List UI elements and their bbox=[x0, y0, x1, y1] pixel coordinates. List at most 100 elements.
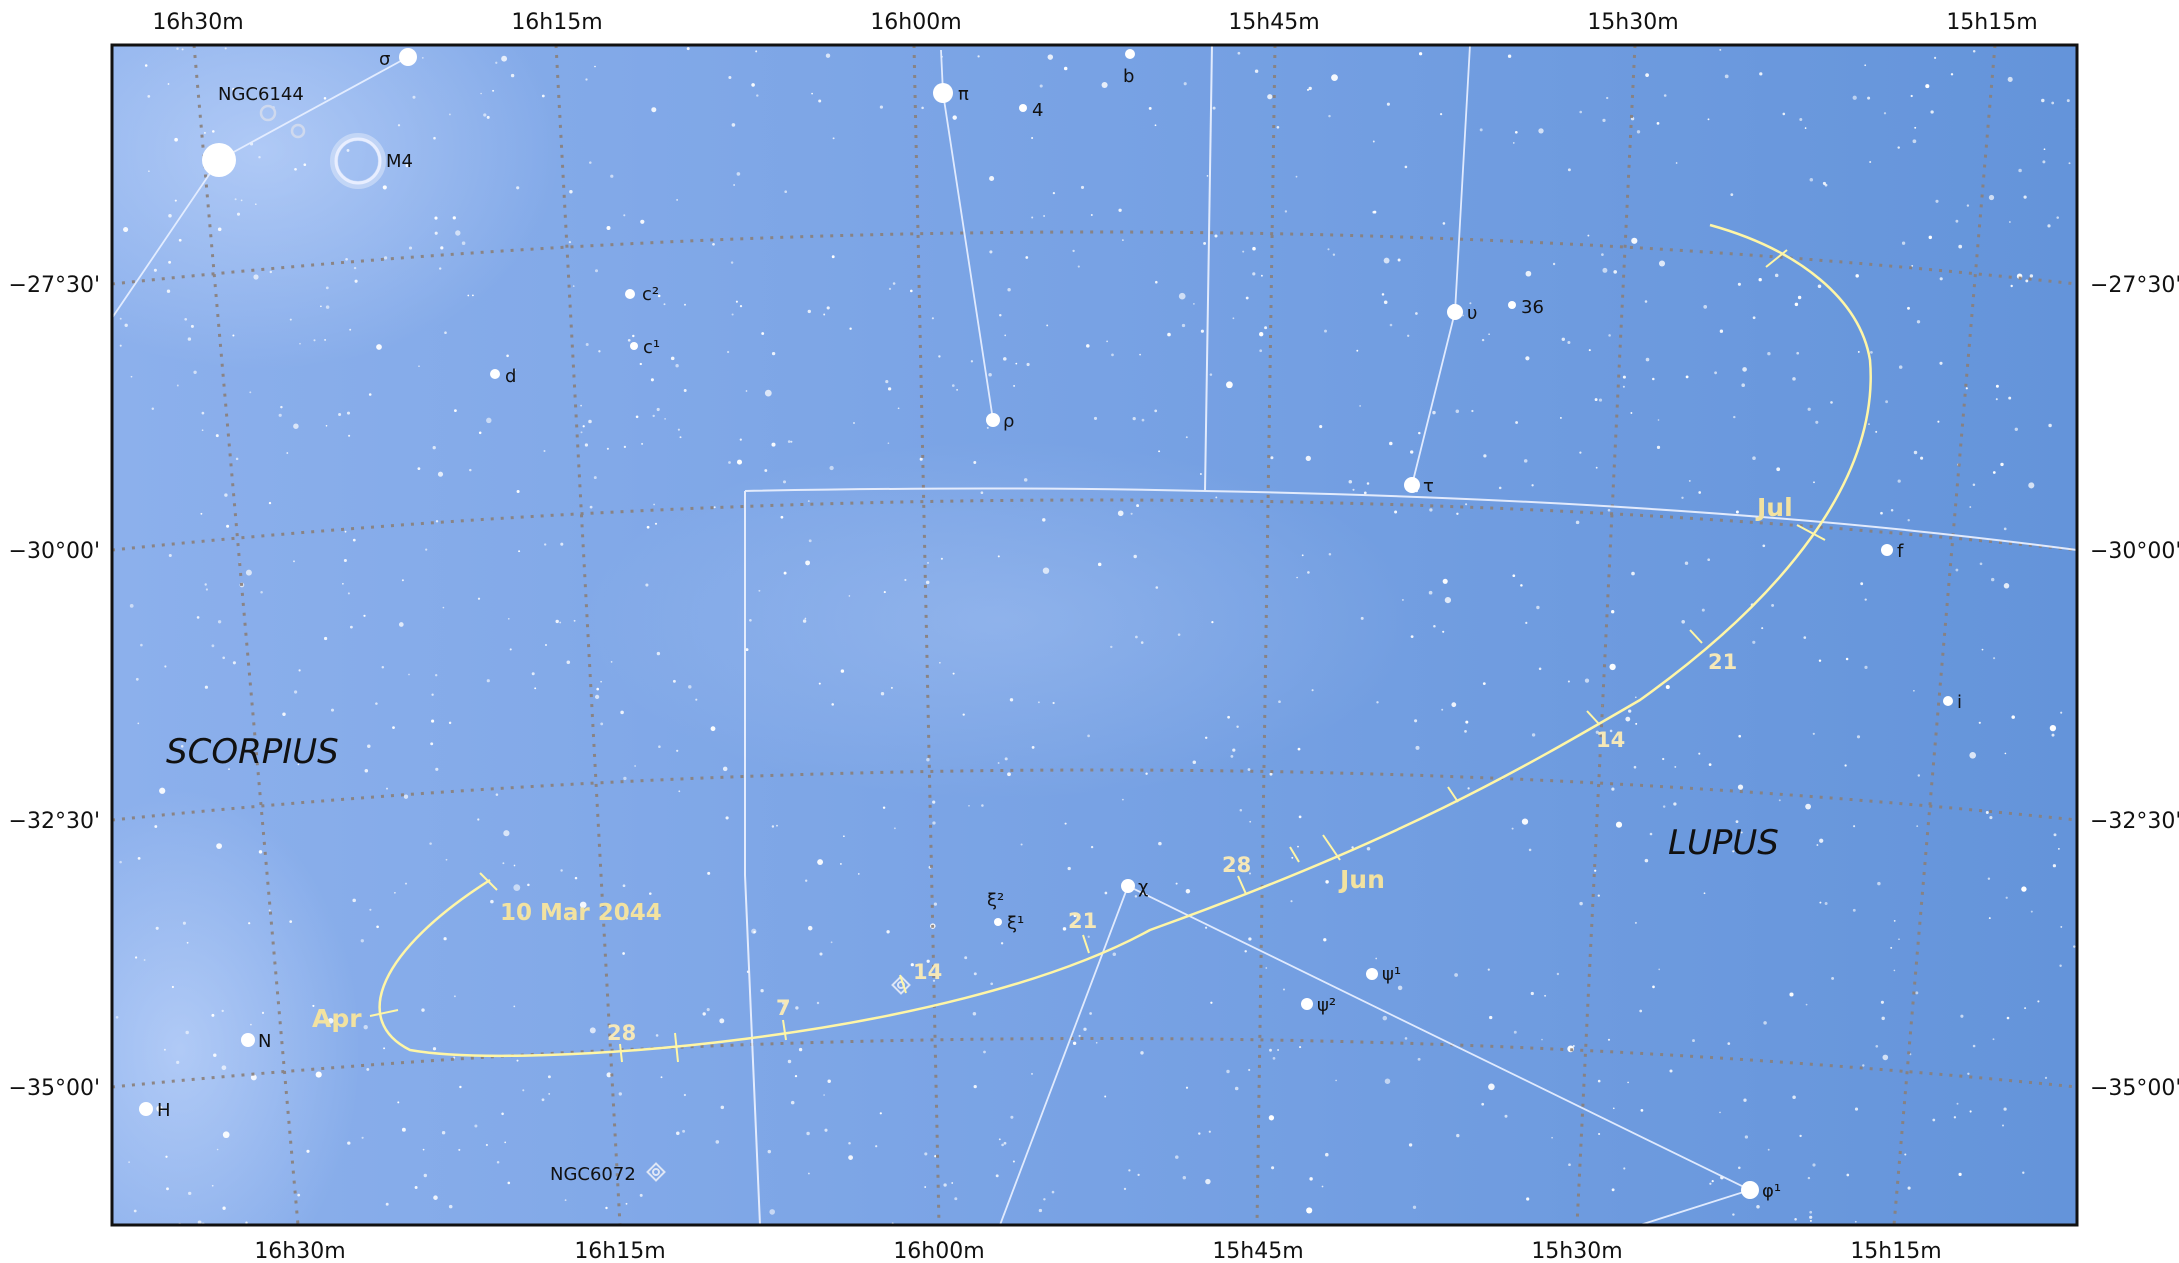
background-star bbox=[1504, 1114, 1508, 1118]
background-star bbox=[503, 830, 510, 837]
background-star bbox=[1958, 244, 1963, 249]
background-star bbox=[1456, 1133, 1460, 1138]
background-star bbox=[600, 680, 602, 683]
background-star bbox=[448, 721, 452, 725]
background-star bbox=[1640, 1109, 1644, 1112]
background-star bbox=[226, 524, 230, 528]
background-star bbox=[492, 89, 495, 92]
background-star bbox=[1883, 112, 1887, 115]
background-star bbox=[418, 365, 420, 368]
constellation-label-lupus: LUPUS bbox=[1668, 823, 1779, 863]
background-star bbox=[496, 1161, 500, 1164]
background-star bbox=[1613, 270, 1617, 274]
background-star bbox=[1634, 696, 1637, 699]
background-star bbox=[658, 745, 661, 748]
background-star bbox=[582, 425, 585, 428]
background-star bbox=[805, 560, 811, 566]
background-star bbox=[977, 55, 980, 58]
background-star bbox=[1230, 754, 1234, 758]
background-star bbox=[1118, 208, 1122, 212]
background-star bbox=[1265, 967, 1268, 969]
background-star bbox=[240, 199, 243, 202]
background-star bbox=[962, 713, 965, 716]
background-star bbox=[1020, 843, 1023, 846]
path-start-label: 10 Mar 2044 bbox=[500, 900, 662, 926]
background-star bbox=[787, 1059, 792, 1064]
background-star bbox=[1308, 86, 1312, 91]
background-star bbox=[205, 588, 208, 591]
background-star bbox=[1989, 816, 1993, 820]
background-star bbox=[1110, 645, 1113, 649]
background-star bbox=[1386, 102, 1390, 106]
background-star bbox=[980, 491, 984, 495]
background-star bbox=[544, 543, 547, 546]
star-4-sco bbox=[1019, 104, 1027, 112]
star-label: ρ bbox=[1003, 411, 1014, 432]
background-star bbox=[1719, 48, 1722, 51]
background-star bbox=[1738, 1166, 1741, 1170]
background-star bbox=[1609, 663, 1616, 671]
star-b-sco bbox=[1125, 49, 1135, 59]
background-star bbox=[1930, 110, 1934, 114]
background-star bbox=[2044, 1076, 2048, 1080]
background-star bbox=[758, 589, 761, 592]
background-star bbox=[1206, 175, 1209, 177]
background-star bbox=[1412, 1205, 1417, 1209]
background-star bbox=[1771, 603, 1775, 607]
background-star bbox=[1209, 373, 1213, 376]
background-star bbox=[1652, 377, 1655, 381]
background-star bbox=[1867, 96, 1871, 100]
background-star bbox=[829, 465, 834, 471]
star-label: σ bbox=[379, 49, 390, 70]
background-star bbox=[676, 199, 678, 201]
background-star bbox=[1007, 287, 1011, 292]
background-star bbox=[1269, 772, 1273, 776]
background-star bbox=[1732, 1213, 1735, 1216]
background-star bbox=[2024, 1007, 2027, 1010]
background-star bbox=[1335, 1079, 1337, 1082]
background-star bbox=[1208, 1130, 1211, 1133]
background-star bbox=[1595, 466, 1598, 469]
background-star bbox=[401, 579, 404, 582]
background-star bbox=[1567, 168, 1571, 172]
background-star bbox=[1939, 277, 1943, 281]
background-star bbox=[174, 137, 178, 142]
background-star bbox=[1897, 479, 1901, 483]
background-star bbox=[1733, 415, 1736, 419]
background-star bbox=[584, 443, 589, 447]
background-star bbox=[1805, 1003, 1808, 1006]
background-star bbox=[1794, 1218, 1797, 1221]
background-star bbox=[1625, 716, 1631, 722]
background-star bbox=[212, 130, 215, 133]
background-star bbox=[1893, 920, 1896, 922]
background-star bbox=[495, 793, 499, 796]
background-star bbox=[1297, 747, 1301, 751]
background-star bbox=[486, 679, 490, 683]
background-star bbox=[1526, 1197, 1530, 1201]
background-star bbox=[1972, 50, 1976, 53]
background-star bbox=[217, 227, 222, 232]
background-star bbox=[1052, 701, 1055, 705]
background-star bbox=[1381, 293, 1385, 296]
background-star bbox=[176, 47, 179, 50]
background-star bbox=[245, 1221, 248, 1224]
background-star bbox=[1511, 827, 1514, 830]
background-star bbox=[641, 442, 644, 445]
background-star bbox=[904, 578, 907, 582]
star-c1-sco bbox=[630, 342, 638, 350]
background-star bbox=[448, 113, 451, 116]
background-star bbox=[1418, 52, 1423, 56]
background-star bbox=[1212, 106, 1216, 110]
background-star bbox=[124, 323, 128, 327]
background-star bbox=[1572, 1045, 1575, 1047]
background-star bbox=[486, 417, 492, 424]
background-star bbox=[221, 1009, 224, 1013]
ra-top-label: 16h00m bbox=[870, 10, 961, 35]
background-star bbox=[1774, 273, 1779, 278]
background-star bbox=[1864, 64, 1867, 67]
background-star bbox=[695, 698, 698, 701]
background-star bbox=[504, 1141, 507, 1144]
background-star bbox=[1471, 409, 1474, 413]
background-star bbox=[1321, 1185, 1324, 1188]
background-star bbox=[811, 92, 813, 95]
